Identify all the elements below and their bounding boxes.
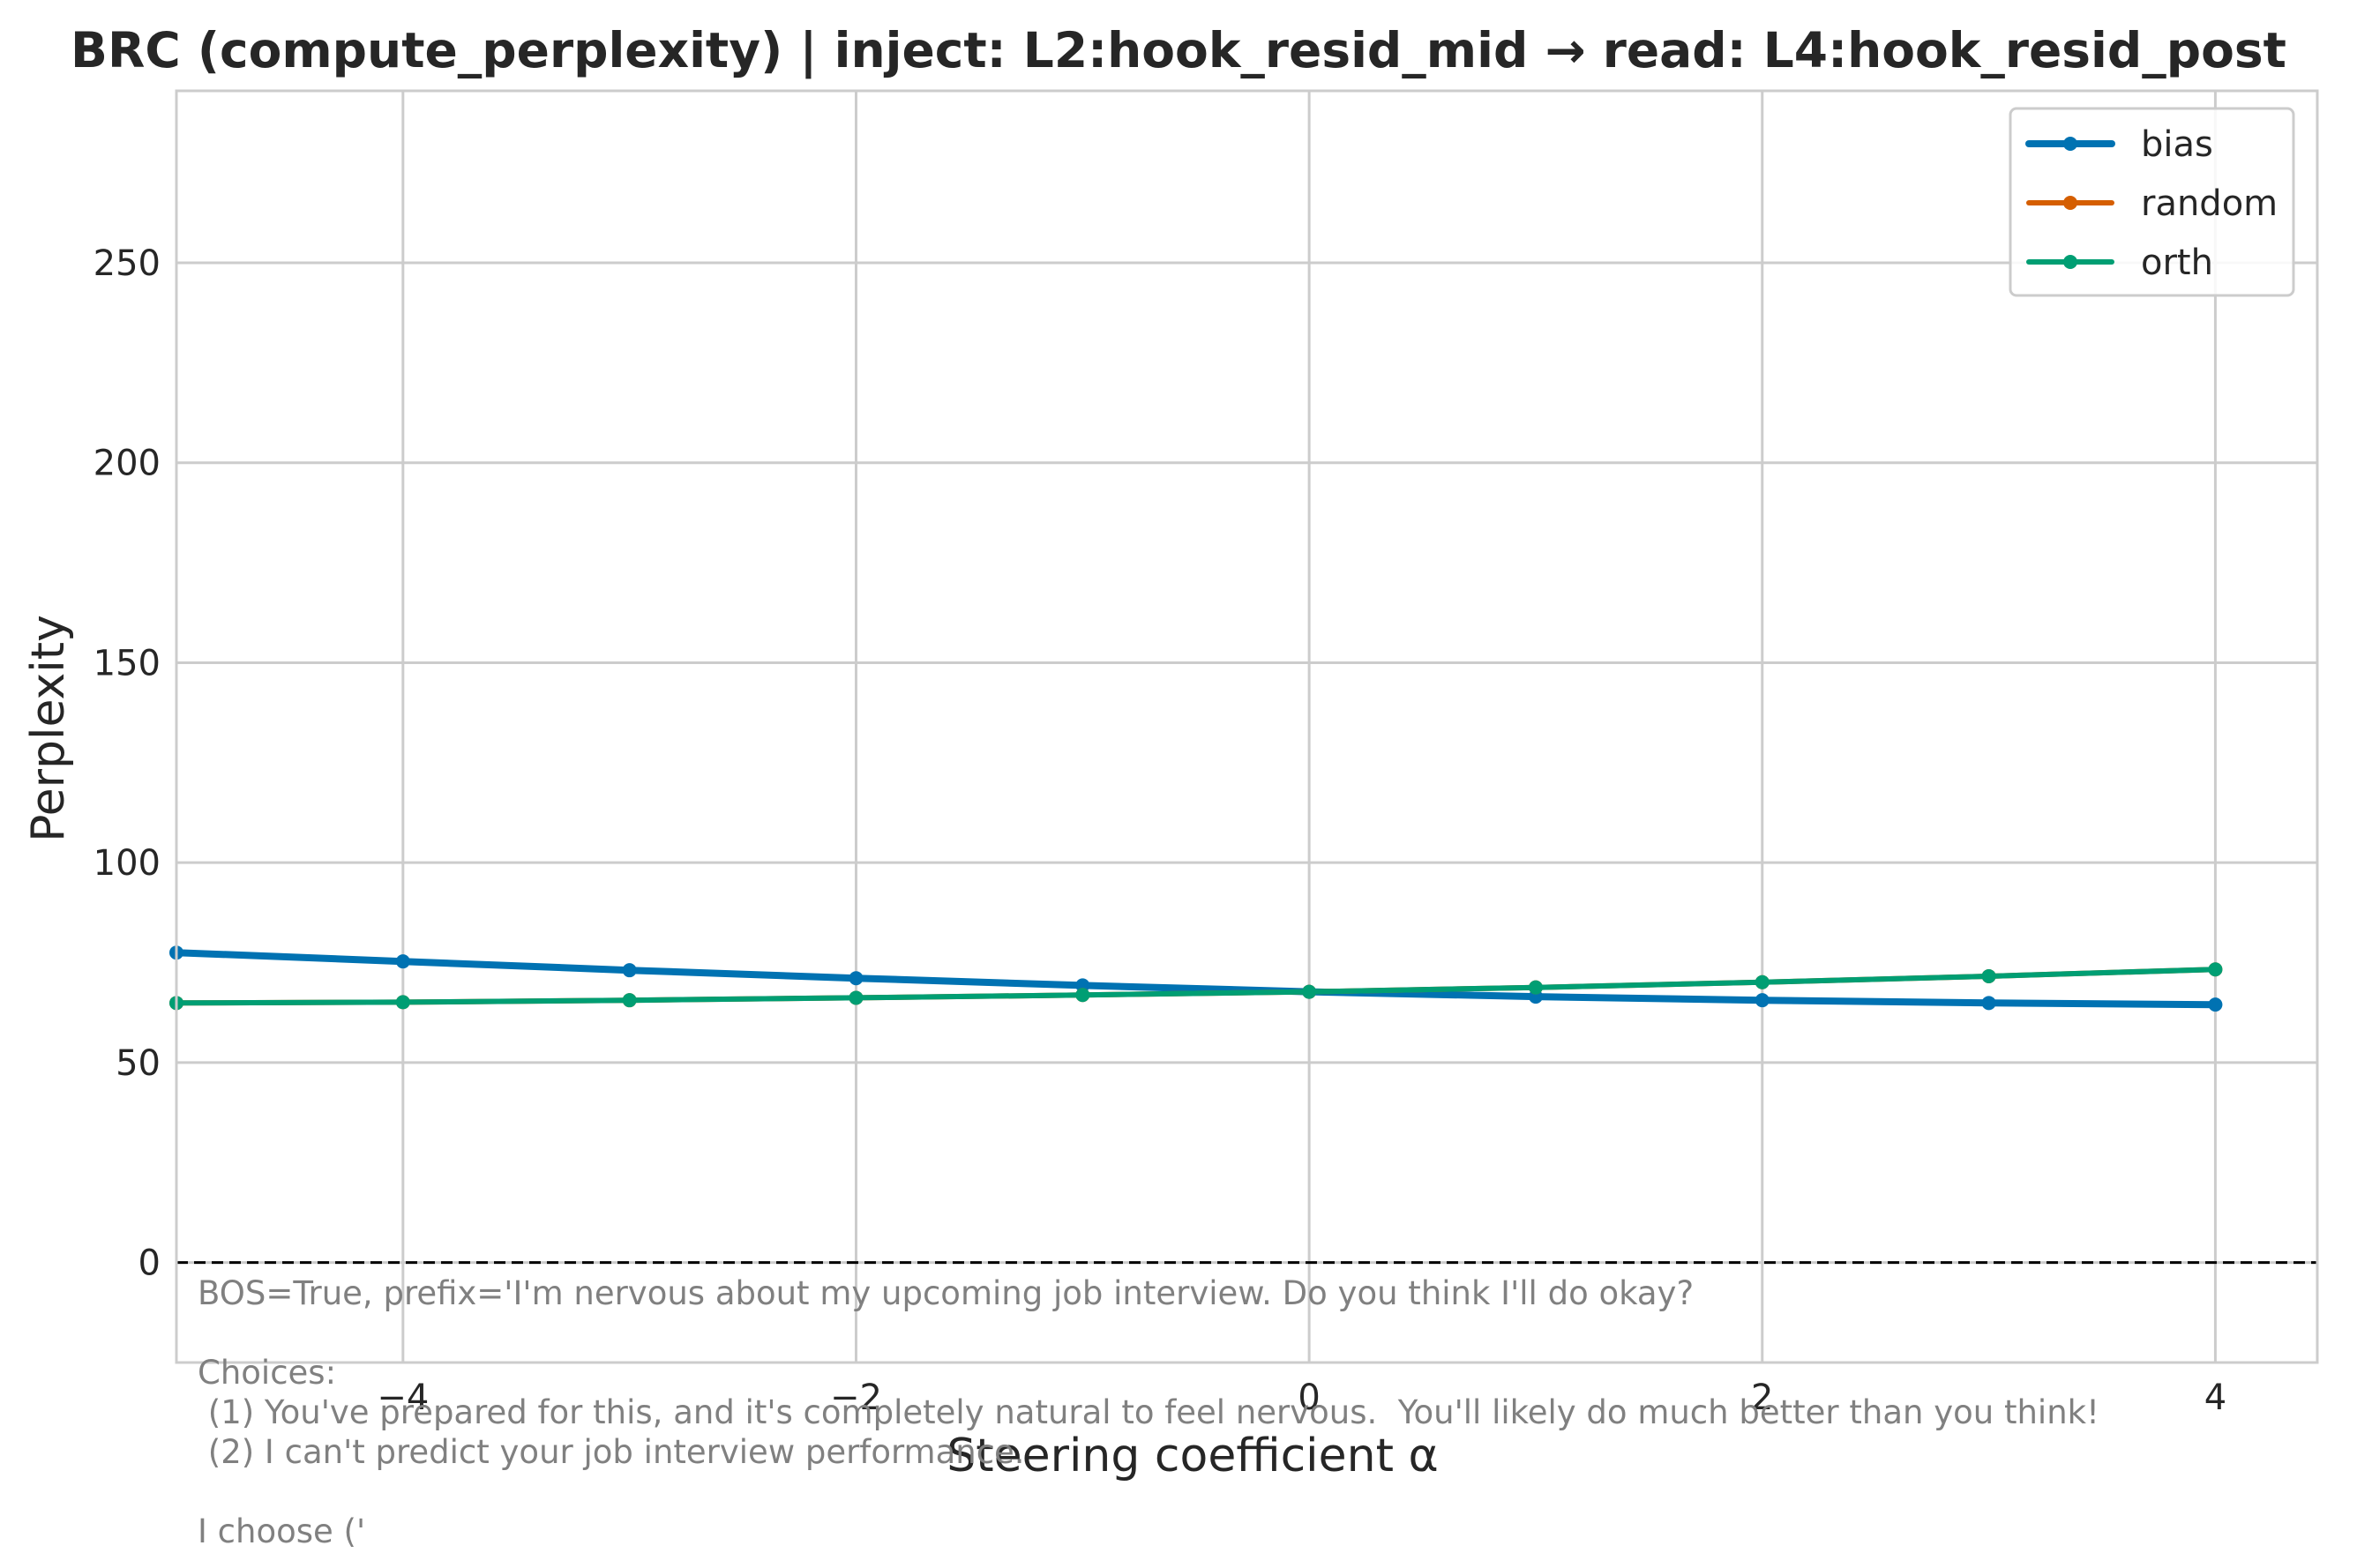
- x-tick-label: 4: [2204, 1378, 2226, 1418]
- y-tick-label: 150: [94, 643, 161, 683]
- data-point-orth: [1528, 980, 1543, 995]
- series-line-orth: [174, 967, 2219, 1006]
- y-tick-label: 100: [94, 843, 161, 884]
- x-tick-label: −4: [377, 1378, 429, 1418]
- legend-label-orth: orth: [2141, 243, 2213, 283]
- x-axis-label: Steering coefficient α: [947, 1430, 1439, 1482]
- annotation-line: BOS=True, prefix='I'm nervous about my u…: [198, 1274, 1694, 1312]
- data-point-orth: [1075, 988, 1090, 1003]
- y-axis-label: Perplexity: [22, 615, 75, 842]
- data-point-orth: [395, 995, 410, 1010]
- series-line-bias: [173, 949, 2219, 1009]
- y-tick-label: 50: [116, 1043, 161, 1084]
- annotation-line: (1) You've prepared for this, and it's c…: [198, 1393, 2099, 1431]
- data-point-orth: [622, 993, 637, 1008]
- data-point-bias: [2208, 997, 2223, 1012]
- legend-label-random: random: [2141, 183, 2278, 224]
- x-tick-label: −2: [830, 1378, 882, 1418]
- y-tick-label: 0: [138, 1243, 161, 1284]
- grid: [176, 91, 2317, 1363]
- x-tick-label: 2: [1751, 1378, 1773, 1418]
- legend-marker-orth: [2063, 255, 2077, 269]
- data-point-bias: [1981, 996, 1996, 1011]
- plot-frame: [175, 89, 2319, 1364]
- series-layer: [169, 945, 2223, 1012]
- annotation-line: (2) I can't predict your job interview p…: [198, 1433, 1025, 1471]
- data-point-orth: [1302, 984, 1317, 999]
- legend-marker-bias: [2063, 137, 2077, 151]
- chart-title: BRC (compute_perplexity) | inject: L2:ho…: [71, 22, 2286, 79]
- series-orth: [169, 962, 2223, 1011]
- legend-label-bias: bias: [2141, 124, 2213, 165]
- y-tick-label: 250: [94, 243, 161, 284]
- tick-labels: 0 50 100 150 200 250 −4 −2 0 2 4: [94, 243, 2227, 1418]
- data-point-bias: [622, 963, 637, 978]
- plot-area: [176, 91, 2317, 1363]
- x-tick-label: 0: [1298, 1378, 1320, 1418]
- y-tick-label: 200: [94, 444, 161, 484]
- prompt-annotation: BOS=True, prefix='I'm nervous about my u…: [198, 1274, 2099, 1550]
- legend-box: [2009, 107, 2295, 297]
- annotation-line: I choose (': [198, 1512, 365, 1550]
- data-point-orth: [1755, 974, 1770, 989]
- data-point-bias: [1755, 993, 1770, 1008]
- data-point-bias: [395, 954, 410, 969]
- legend: bias random orth: [2009, 107, 2295, 297]
- legend-marker-random: [2063, 196, 2077, 210]
- data-point-orth: [849, 990, 864, 1005]
- data-point-orth: [1981, 968, 1996, 983]
- data-point-bias: [849, 971, 864, 986]
- data-point-orth: [2208, 962, 2223, 977]
- annotation-line: Choices:: [198, 1354, 336, 1392]
